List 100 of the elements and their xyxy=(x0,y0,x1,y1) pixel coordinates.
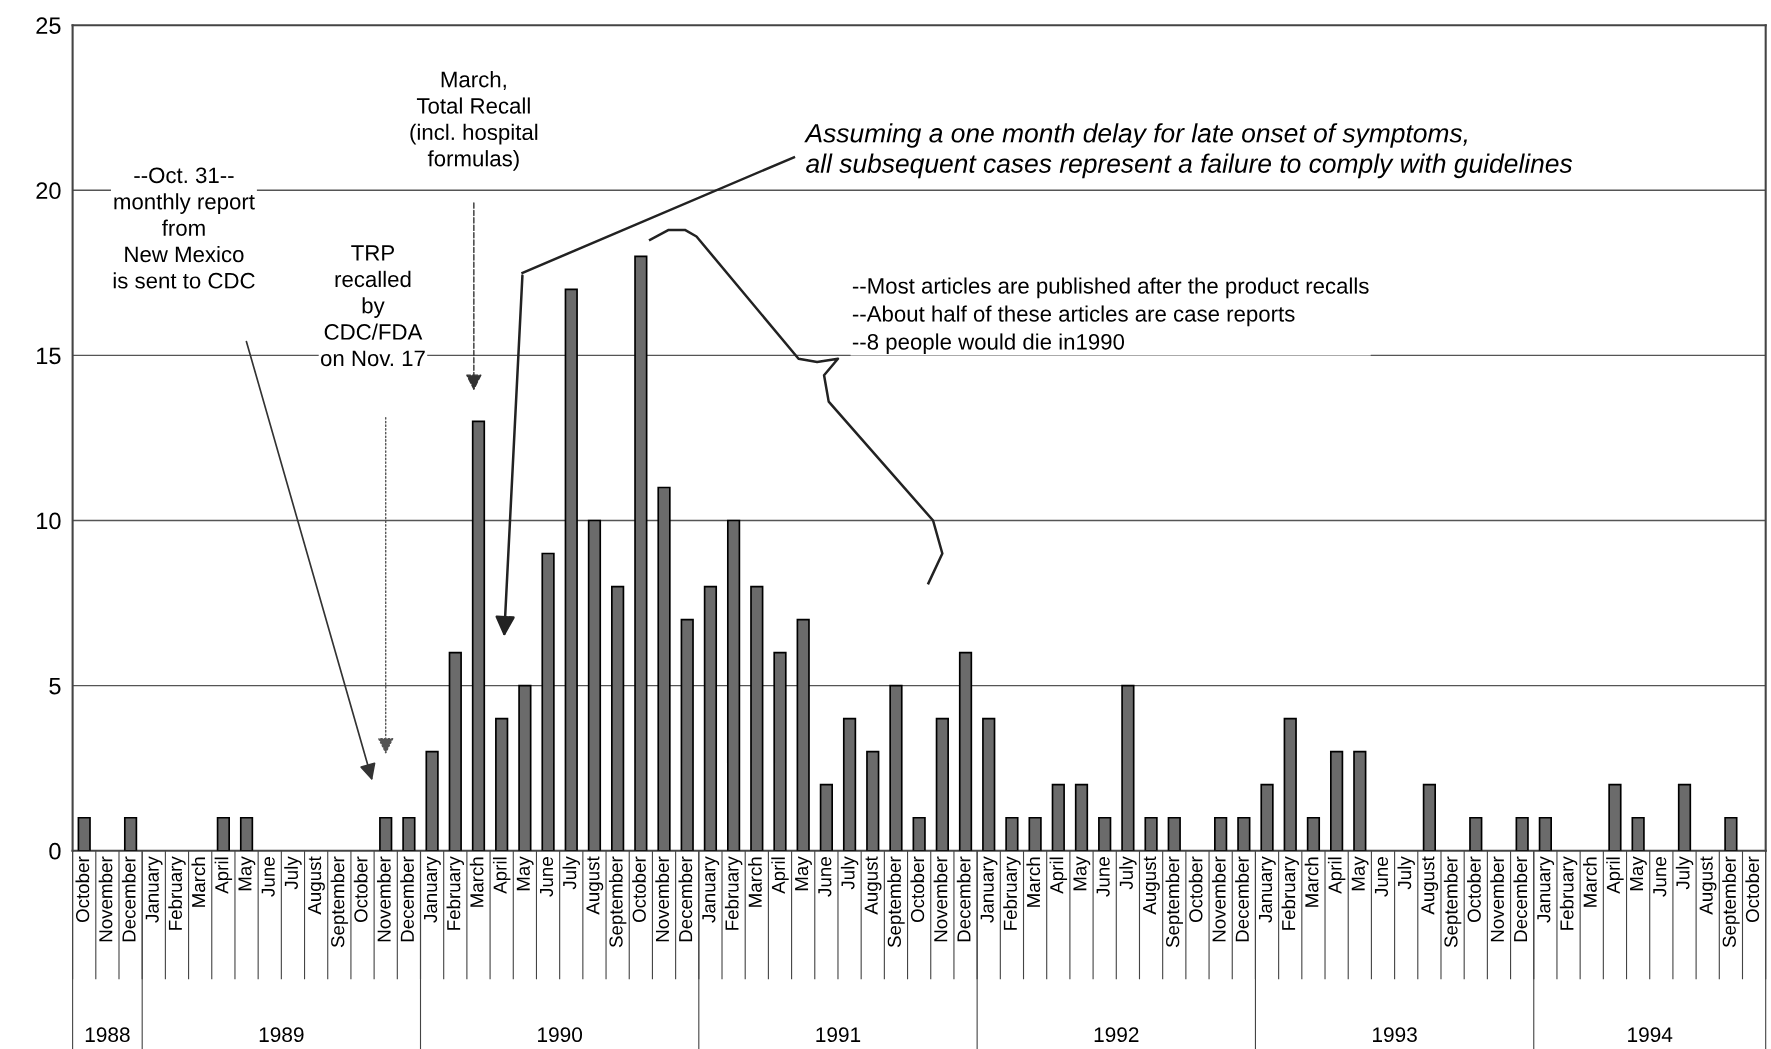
x-tick-label: April xyxy=(214,857,233,894)
bar xyxy=(796,618,810,851)
text: 1988 xyxy=(85,1027,130,1043)
x-tick-label: October xyxy=(353,856,368,923)
bar xyxy=(1724,816,1738,851)
bar xyxy=(1631,816,1645,851)
x-tick-label: November xyxy=(655,856,670,942)
bar xyxy=(1260,783,1274,851)
x-tick-label: December xyxy=(678,856,693,942)
x-tick-label: December xyxy=(1513,856,1528,942)
x-tick-label: April xyxy=(492,857,511,894)
x-tick-label: September xyxy=(887,856,905,948)
x-tick-label: September xyxy=(1722,856,1740,948)
bar xyxy=(239,816,254,851)
y-tick-label: 25 xyxy=(36,17,61,34)
x-tick-label: April xyxy=(1606,857,1624,894)
x-tick-label: March xyxy=(469,857,484,907)
x-tick-label: January xyxy=(702,856,720,923)
x-tick-label: January xyxy=(1537,856,1555,923)
bar xyxy=(1237,816,1251,851)
bar xyxy=(1515,816,1529,851)
bar xyxy=(518,684,532,851)
x-tick-label: January xyxy=(980,856,998,923)
x-tick-label: February xyxy=(724,856,743,930)
x-tick-label: July xyxy=(562,856,580,890)
x-tick-label: August xyxy=(308,856,325,915)
x-tick-label: August xyxy=(864,856,882,915)
bar xyxy=(495,717,509,851)
text: 1992 xyxy=(1094,1027,1139,1043)
bar xyxy=(1167,816,1181,851)
x-tick-label: August xyxy=(1421,856,1439,915)
x-tick-label: February xyxy=(1003,856,1021,930)
x-tick-label: February xyxy=(1281,856,1299,930)
bar xyxy=(1283,717,1297,851)
x-tick-label: June xyxy=(818,857,832,897)
bar xyxy=(1214,816,1228,851)
x-tick-label: February xyxy=(168,856,186,930)
x-tick-label: December xyxy=(956,856,971,942)
y-tick-label: 0 xyxy=(49,842,61,860)
x-tick-label: November xyxy=(376,856,391,942)
y-tick-label: 5 xyxy=(49,677,61,695)
bar xyxy=(1074,783,1089,851)
annotation: March, Total Recall (incl. hospital formulas) xyxy=(410,71,538,171)
bar xyxy=(587,519,602,851)
bar xyxy=(1121,684,1135,851)
x-tick-label: May xyxy=(1351,856,1369,891)
x-tick-label: March xyxy=(748,857,762,907)
bar xyxy=(1144,816,1158,851)
bar xyxy=(471,420,486,851)
bar xyxy=(448,651,462,851)
bar xyxy=(1329,750,1344,851)
x-tick-label: November xyxy=(98,856,113,942)
annotation: Assuming a one month delay for late onset of symptoms, all subsequent cases represent a failure to comply with guidelines xyxy=(804,123,1573,179)
x-tick-label: March xyxy=(1026,857,1041,907)
x-tick-label: September xyxy=(608,856,627,948)
bar xyxy=(634,255,648,851)
bar xyxy=(77,816,91,851)
bar xyxy=(1608,783,1622,851)
text: 1993 xyxy=(1373,1027,1417,1043)
x-tick-label: October xyxy=(1188,856,1203,923)
x-tick-label: November xyxy=(933,856,948,942)
x-tick-label: December xyxy=(1235,856,1249,942)
x-tick-label: October xyxy=(910,856,925,923)
x-tick-label: February xyxy=(446,856,465,930)
bar xyxy=(1677,783,1692,851)
bar xyxy=(1098,816,1112,851)
x-tick-label: October xyxy=(1745,856,1760,923)
bar xyxy=(379,816,393,851)
x-tick-label: May xyxy=(795,856,812,891)
x-tick-label: September xyxy=(1165,856,1184,948)
bar xyxy=(958,651,973,851)
x-tick-label: December xyxy=(121,856,136,942)
bar xyxy=(123,816,138,851)
x-tick-label: November xyxy=(1490,856,1504,942)
bar xyxy=(657,486,671,851)
x-tick-label: March xyxy=(191,857,206,907)
bar xyxy=(935,717,949,851)
x-tick-label: April xyxy=(1327,857,1346,894)
text: 1994 xyxy=(1628,1027,1673,1043)
x-tick-label: June xyxy=(540,857,554,897)
x-tick-label: September xyxy=(330,856,349,948)
x-tick-label: October xyxy=(632,856,646,923)
bar xyxy=(1005,816,1019,851)
bar xyxy=(1422,783,1437,851)
x-tick-label: October xyxy=(1467,856,1481,923)
x-tick-label: June xyxy=(1374,857,1389,897)
bar xyxy=(611,585,625,851)
bar xyxy=(402,816,416,851)
x-tick-label: May xyxy=(1630,856,1647,891)
x-tick-label: March xyxy=(1304,857,1319,907)
x-tick-label: May xyxy=(238,856,256,891)
bar xyxy=(216,816,230,851)
x-tick-label: June xyxy=(1653,857,1667,897)
bar xyxy=(982,717,996,851)
bar xyxy=(912,816,926,851)
y-tick-label: 15 xyxy=(37,347,61,365)
x-tick-label: July xyxy=(284,856,302,890)
x-tick-label: July xyxy=(1397,856,1415,890)
x-tick-label: January xyxy=(1258,856,1276,923)
x-tick-label: August xyxy=(1143,856,1160,915)
